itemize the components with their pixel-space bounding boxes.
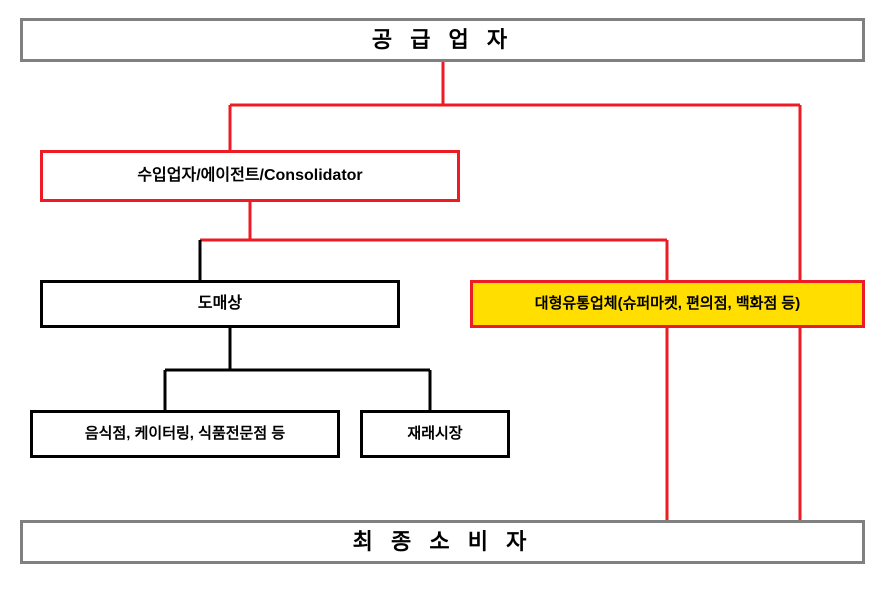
node-consumer: 최 종 소 비 자 bbox=[20, 520, 865, 564]
node-restaurants: 음식점, 케이터링, 식품전문점 등 bbox=[30, 410, 340, 458]
node-large-retail: 대형유통업체(슈퍼마켓, 편의점, 백화점 등) bbox=[470, 280, 865, 328]
node-traditional-market-label: 재래시장 bbox=[407, 425, 462, 443]
node-importer-label: 수입업자/에이전트/Consolidator bbox=[137, 166, 362, 185]
node-wholesaler: 도매상 bbox=[40, 280, 400, 328]
flowchart-canvas: 공 급 업 자 수입업자/에이전트/Consolidator 도매상 대형유통업… bbox=[0, 0, 887, 600]
node-importer: 수입업자/에이전트/Consolidator bbox=[40, 150, 460, 202]
node-consumer-label: 최 종 소 비 자 bbox=[353, 529, 533, 555]
node-large-retail-label: 대형유통업체(슈퍼마켓, 편의점, 백화점 등) bbox=[535, 295, 800, 313]
node-wholesaler-label: 도매상 bbox=[198, 294, 242, 313]
node-traditional-market: 재래시장 bbox=[360, 410, 510, 458]
node-restaurants-label: 음식점, 케이터링, 식품전문점 등 bbox=[85, 425, 285, 443]
node-supplier: 공 급 업 자 bbox=[20, 18, 865, 62]
node-supplier-label: 공 급 업 자 bbox=[372, 27, 513, 53]
